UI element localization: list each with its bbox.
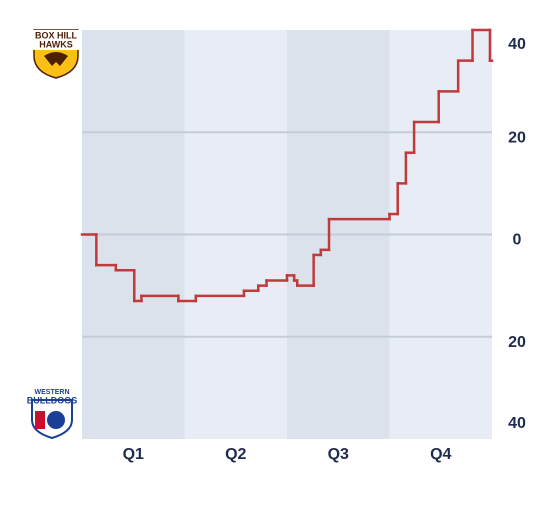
hawks-band (30, 30, 82, 50)
y-tick-label: 0 (513, 232, 522, 249)
y-tick-label: 20 (508, 334, 526, 351)
bulldogs-logo: WESTERN BULLDOGS (27, 389, 78, 440)
y-tick-label: 20 (508, 129, 526, 146)
y-tick-label: 40 (508, 415, 526, 432)
bulldogs-head (47, 411, 65, 429)
hawks-head (44, 52, 68, 66)
bulldogs-name: WESTERN (35, 389, 70, 396)
hawks-logo: BOX HILL HAWKS (30, 29, 82, 79)
bulldogs-stripe (35, 411, 45, 429)
hawks-name: BOX HILL (35, 30, 78, 40)
x-tick-label: Q2 (225, 446, 246, 463)
hawks-name: HAWKS (39, 39, 73, 49)
y-tick-label: 40 (508, 36, 526, 53)
x-tick-label: Q1 (123, 446, 144, 463)
bulldogs-name: BULLDOGS (27, 395, 78, 405)
x-tick-label: Q4 (430, 446, 451, 463)
x-tick-label: Q3 (328, 446, 349, 463)
